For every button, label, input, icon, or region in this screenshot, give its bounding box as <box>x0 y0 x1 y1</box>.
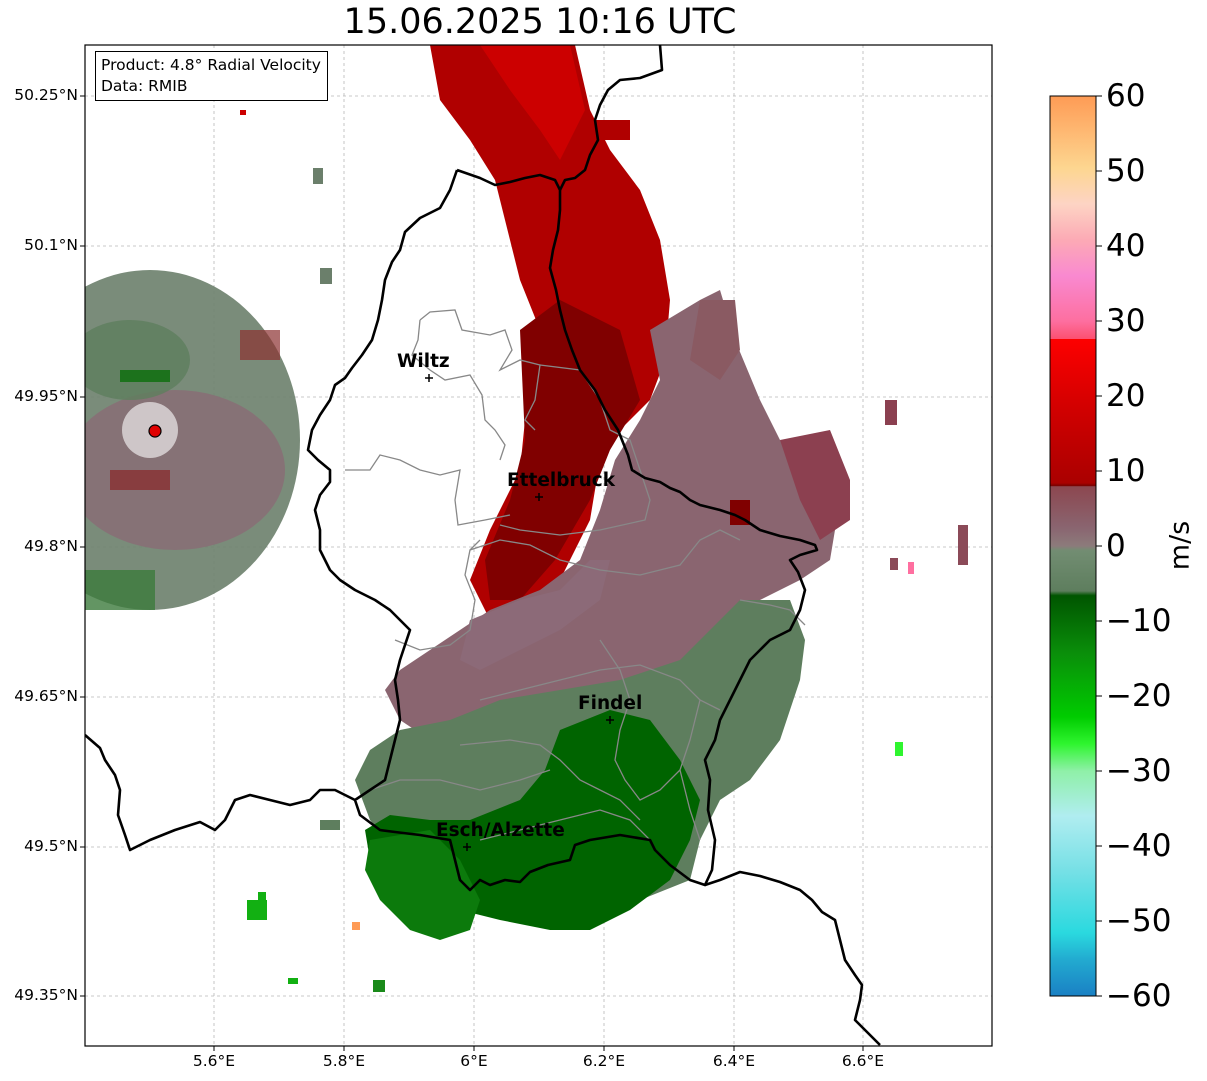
lon-tick-label: 6.4°E <box>712 1052 756 1070</box>
lon-tick-label: 6°E <box>460 1052 488 1070</box>
colorbar-tick-label: 30 <box>1106 303 1146 339</box>
product-info-box: Product: 4.8° Radial Velocity Data: RMIB <box>95 51 328 101</box>
colorbar-tick-label: −50 <box>1106 903 1172 939</box>
lon-tick-label: 5.6°E <box>192 1052 236 1070</box>
product-label: Product: 4.8° Radial Velocity <box>101 56 321 74</box>
city-label-esch-alzette: Esch/Alzette <box>436 820 565 841</box>
city-label-ettelbruck: Ettelbruck <box>507 470 616 491</box>
colorbar-tick-label: −40 <box>1106 828 1172 864</box>
colorbar-tick-label: 10 <box>1106 453 1146 489</box>
lat-tick-label: 50.1°N <box>24 236 78 254</box>
colorbar-tick-label: −10 <box>1106 603 1172 639</box>
radar-left-echoes <box>85 270 300 610</box>
country-boundaries <box>85 45 881 1046</box>
lon-tick-label: 6.6°E <box>841 1052 885 1070</box>
lat-tick-label: 49.8°N <box>24 537 78 555</box>
lat-tick-label: 49.95°N <box>14 387 78 405</box>
colorbar-tick-label: −20 <box>1106 678 1172 714</box>
colorbar-ticks <box>1096 95 1102 997</box>
lon-tick-label: 6.2°E <box>582 1052 626 1070</box>
lat-tick-label: 49.35°N <box>14 986 78 1004</box>
colorbar-tick-label: 20 <box>1106 378 1146 414</box>
data-source-label: Data: RMIB <box>101 77 188 95</box>
city-label-wiltz: Wiltz <box>397 351 450 372</box>
city-markers <box>425 374 614 851</box>
lat-tick-label: 49.5°N <box>24 837 78 855</box>
city-label-findel: Findel <box>578 693 643 714</box>
colorbar-tick-label: 40 <box>1106 228 1146 264</box>
axis-ticks <box>80 95 864 1051</box>
map-border <box>84 44 993 1047</box>
colorbar-tick-label: 0 <box>1106 528 1126 564</box>
colorbar <box>1049 95 1097 997</box>
colorbar-tick-label: 50 <box>1106 153 1146 189</box>
colorbar-tick-label: 60 <box>1106 78 1146 114</box>
lon-tick-label: 5.8°E <box>322 1052 366 1070</box>
radar-main-echoes <box>240 45 968 992</box>
colorbar-tick-label: −60 <box>1106 978 1172 1014</box>
map-title: 15.06.2025 10:16 UTC <box>343 2 737 42</box>
radar-site-marker <box>148 424 162 438</box>
lat-tick-label: 49.65°N <box>14 687 78 705</box>
lat-tick-label: 50.25°N <box>14 86 78 104</box>
colorbar-tick-label: −30 <box>1106 753 1172 789</box>
colorbar-unit-label: m/s <box>1164 520 1196 571</box>
